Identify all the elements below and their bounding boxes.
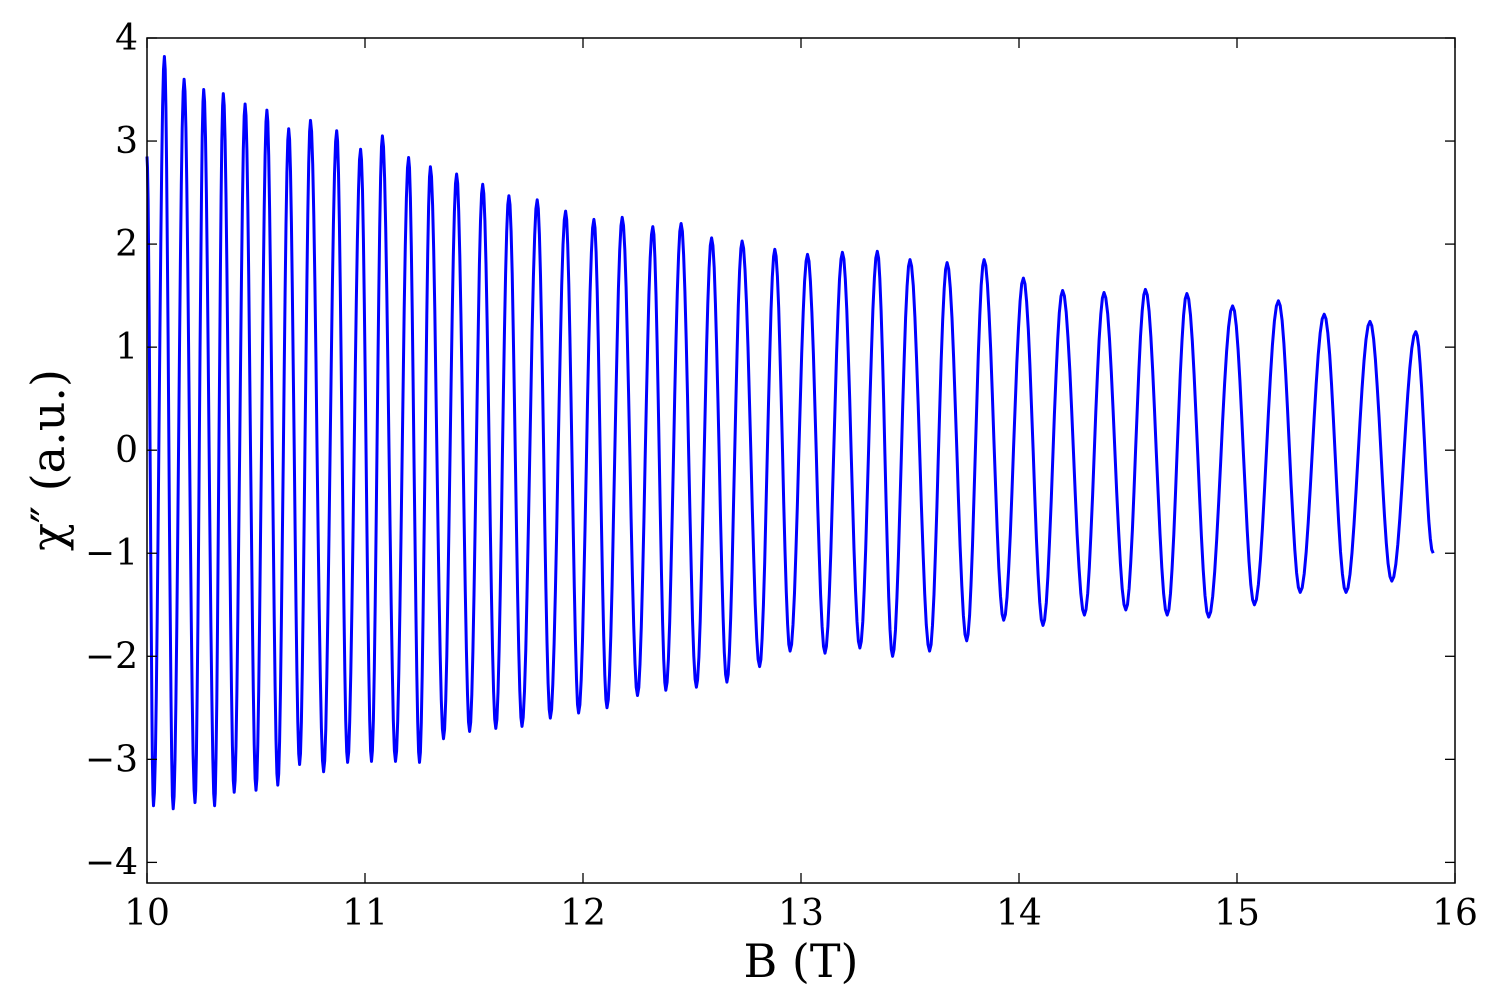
x-tick-label: 14 (996, 893, 1042, 934)
x-tick-label: 13 (778, 893, 824, 934)
y-tick-label: 0 (115, 430, 138, 471)
y-tick-label: 3 (115, 121, 138, 162)
y-tick-label: 2 (115, 224, 138, 265)
x-tick-label: 12 (560, 893, 606, 934)
x-tick-label: 16 (1432, 893, 1478, 934)
x-axis-label: B (T) (744, 934, 859, 988)
y-tick-label: −2 (85, 636, 138, 677)
y-axis-label: χ″ (a.u.) (21, 369, 75, 551)
x-tick-label: 15 (1214, 893, 1260, 934)
y-tick-label: 4 (115, 18, 138, 59)
x-tick-label: 11 (342, 893, 388, 934)
series-line (147, 57, 1433, 809)
x-tick-label: 10 (124, 893, 170, 934)
y-tick-label: 1 (115, 327, 138, 368)
series-layer (147, 56, 1433, 808)
y-tick-label: −4 (85, 842, 138, 883)
y-tick-label: −1 (85, 533, 138, 574)
y-tick-label: −3 (85, 739, 138, 780)
